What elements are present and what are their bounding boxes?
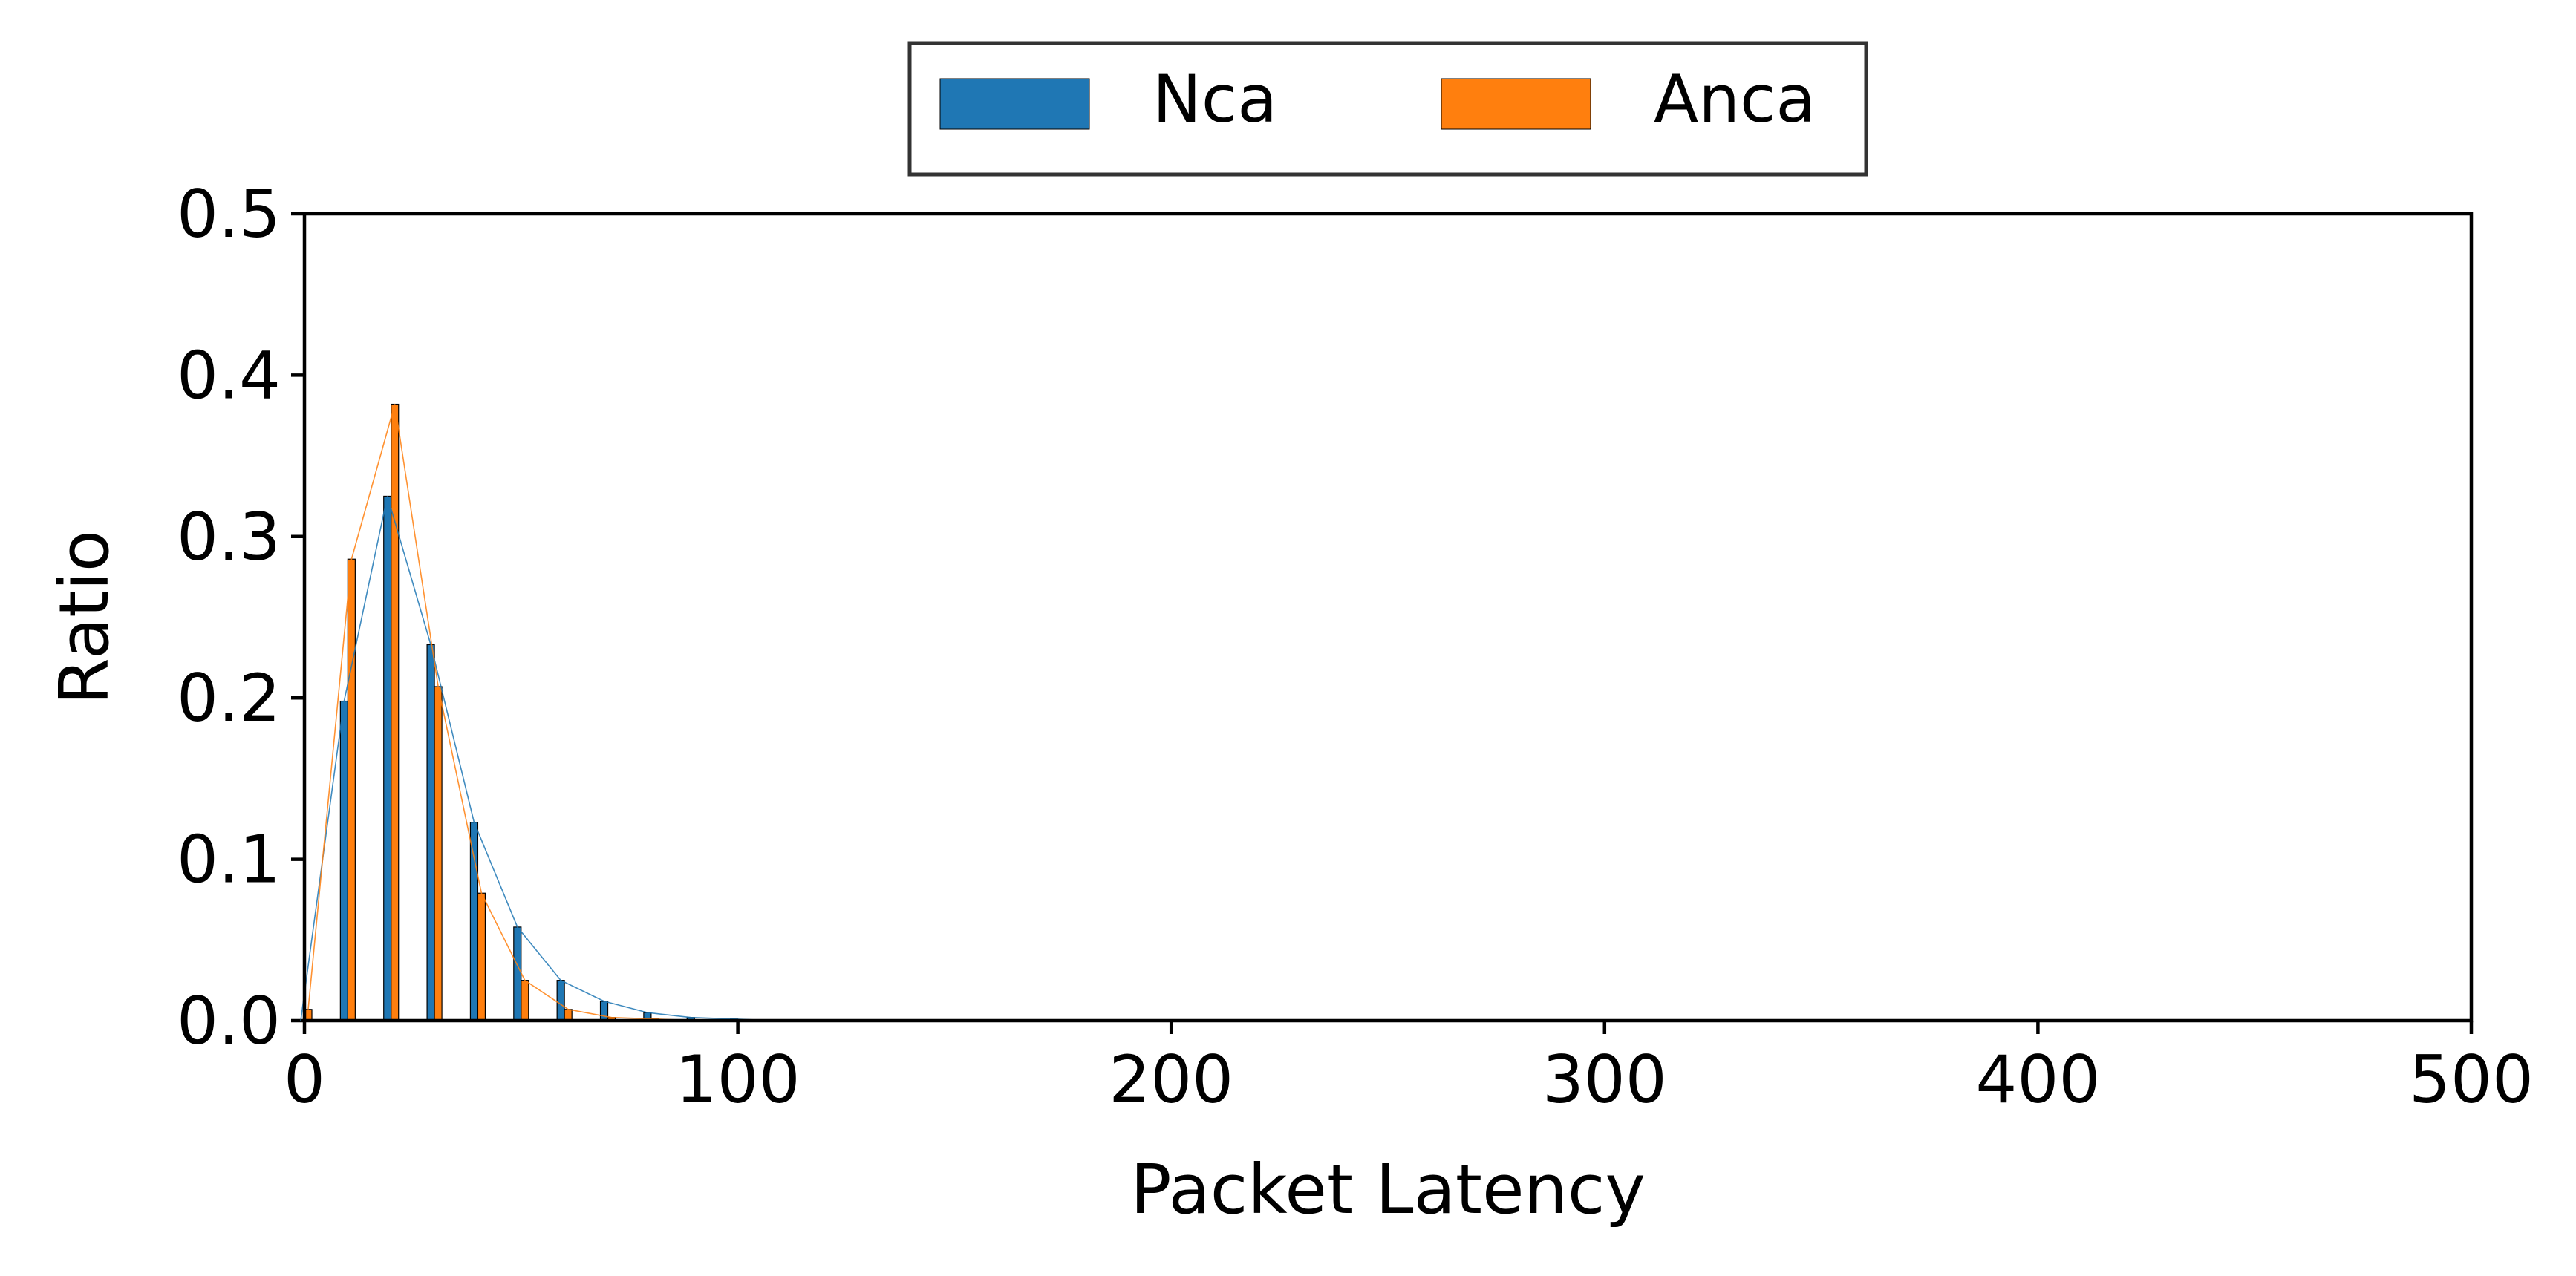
plot-layer: 0 100 200 300 400 500 0.0 0.1 0.2 0.3 0.4 0.5 [177,176,2534,1118]
bar-nca [426,644,435,1021]
x-axis-label: Packet Latency [1130,1150,1646,1229]
legend: Nca Anca [907,41,1868,177]
x-axis-ticks: 0 100 200 300 400 500 [284,1021,2534,1118]
bar-nca [469,821,479,1021]
y-tick-label: 0.4 [177,337,281,413]
bar-nca [383,495,392,1021]
plot-frame [302,212,2474,1023]
x-tick-label: 100 [676,1041,800,1118]
x-tick-label: 500 [2409,1041,2534,1118]
legend-swatch-anca [1441,78,1591,130]
bar-anca [477,892,486,1021]
y-tick-label: 0.0 [177,983,281,1059]
y-tick-label: 0.3 [177,499,281,575]
bar-nca [556,980,565,1021]
line-nca [300,496,778,1021]
y-axis-label: Ratio [45,530,124,705]
bar-anca [347,558,356,1021]
bar-nca [339,700,348,1021]
x-tick-label: 300 [1542,1041,1667,1118]
x-tick-label: 400 [1975,1041,2100,1118]
bar-nca [513,926,522,1021]
y-tick-label: 0.1 [177,822,281,898]
y-axis-ticks: 0.0 0.1 0.2 0.3 0.4 0.5 [177,176,304,1059]
bar-anca [391,403,400,1021]
bar-nca [599,1001,609,1021]
x-tick-label: 200 [1109,1041,1233,1118]
bar-anca [564,1009,573,1021]
x-tick-label: 0 [284,1041,325,1118]
y-tick-label: 0.2 [177,660,281,736]
bar-anca [521,980,529,1021]
y-tick-label: 0.5 [177,176,281,252]
legend-swatch-nca [939,78,1090,130]
legend-label-anca: Anca [1654,61,1816,137]
legend-label-nca: Nca [1152,61,1277,137]
bar-anca [434,686,443,1021]
